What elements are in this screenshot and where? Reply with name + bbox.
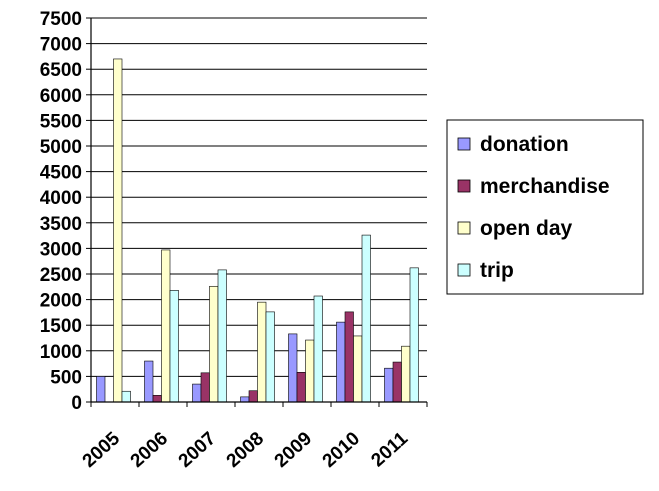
x-tick-label: 2010 xyxy=(319,428,364,472)
y-tick-label: 5500 xyxy=(40,111,82,132)
y-tick-label: 2500 xyxy=(40,265,82,286)
y-tick-label: 2000 xyxy=(40,291,82,312)
legend-label: trip xyxy=(480,259,514,282)
axes xyxy=(86,17,428,407)
bar-trip-2010 xyxy=(361,234,371,403)
bar-open-day-2006 xyxy=(161,249,171,403)
x-tick-label: 2011 xyxy=(367,428,412,471)
bar-open-day-2010 xyxy=(353,335,363,403)
legend-swatch-merchandise xyxy=(457,179,471,193)
x-tick-label: 2009 xyxy=(271,428,316,472)
bar-open-day-2009 xyxy=(305,339,315,403)
legend-label: donation xyxy=(480,133,569,156)
gridlines xyxy=(91,17,427,377)
y-tick-label: 0 xyxy=(71,393,82,414)
bar-open-day-2005 xyxy=(113,58,123,403)
legend-frame xyxy=(446,119,644,295)
y-tick-label: 5000 xyxy=(40,137,82,158)
y-tick-label: 1000 xyxy=(40,342,82,363)
bar-merchandise-2008 xyxy=(248,390,258,403)
legend-label: open day xyxy=(480,217,573,240)
bar-trip-2011 xyxy=(409,267,419,403)
y-tick-label: 4000 xyxy=(40,188,82,209)
legend-swatch-trip xyxy=(457,263,471,277)
bar-donation-2006 xyxy=(144,360,154,403)
bar-trip-2008 xyxy=(265,311,275,403)
y-tick-label: 3500 xyxy=(40,214,82,235)
x-tick-label: 2008 xyxy=(223,428,268,472)
bar-donation-2011 xyxy=(384,367,394,403)
bar-donation-2009 xyxy=(288,333,298,403)
bar-donation-2010 xyxy=(336,321,346,403)
bar-trip-2006 xyxy=(169,290,179,403)
bar-donation-2005 xyxy=(96,376,106,403)
bars xyxy=(96,58,419,403)
legend-label: merchandise xyxy=(480,175,610,198)
y-tick-label: 7000 xyxy=(40,35,82,56)
x-axis-ticks: 2005 2006 2007 2008 2009 2010 2011 xyxy=(79,428,413,472)
legend: donation merchandise open day trip xyxy=(446,119,644,295)
y-axis-ticks: 0 500 1000 1500 2000 2500 3000 3500 4000 4500 5000… xyxy=(40,9,82,414)
bar-trip-2005 xyxy=(121,390,131,403)
bar-merchandise-2011 xyxy=(392,361,402,403)
x-tick-label: 2007 xyxy=(175,428,220,472)
bar-open-day-2007 xyxy=(209,285,219,403)
y-tick-label: 7500 xyxy=(40,9,82,30)
bar-trip-2007 xyxy=(217,269,227,403)
bar-donation-2007 xyxy=(192,383,202,403)
bar-merchandise-2009 xyxy=(296,372,306,403)
y-tick-label: 3000 xyxy=(40,239,82,260)
bar-merchandise-2006 xyxy=(152,395,162,403)
y-tick-label: 500 xyxy=(50,367,82,388)
bar-donation-2008 xyxy=(240,396,250,403)
x-tick-label: 2005 xyxy=(79,428,125,472)
legend-swatch-open-day xyxy=(457,221,471,235)
y-tick-label: 6000 xyxy=(40,86,82,107)
bar-open-day-2011 xyxy=(401,345,411,403)
bar-open-day-2008 xyxy=(257,301,267,403)
legend-swatch-donation xyxy=(457,137,471,151)
y-tick-label: 4500 xyxy=(40,163,82,184)
y-tick-label: 6500 xyxy=(40,60,82,81)
bar-trip-2009 xyxy=(313,295,323,403)
y-tick-label: 1500 xyxy=(40,316,82,337)
x-tick-label: 2006 xyxy=(127,428,172,472)
bar-merchandise-2010 xyxy=(344,311,354,403)
bar-merchandise-2007 xyxy=(200,372,210,403)
